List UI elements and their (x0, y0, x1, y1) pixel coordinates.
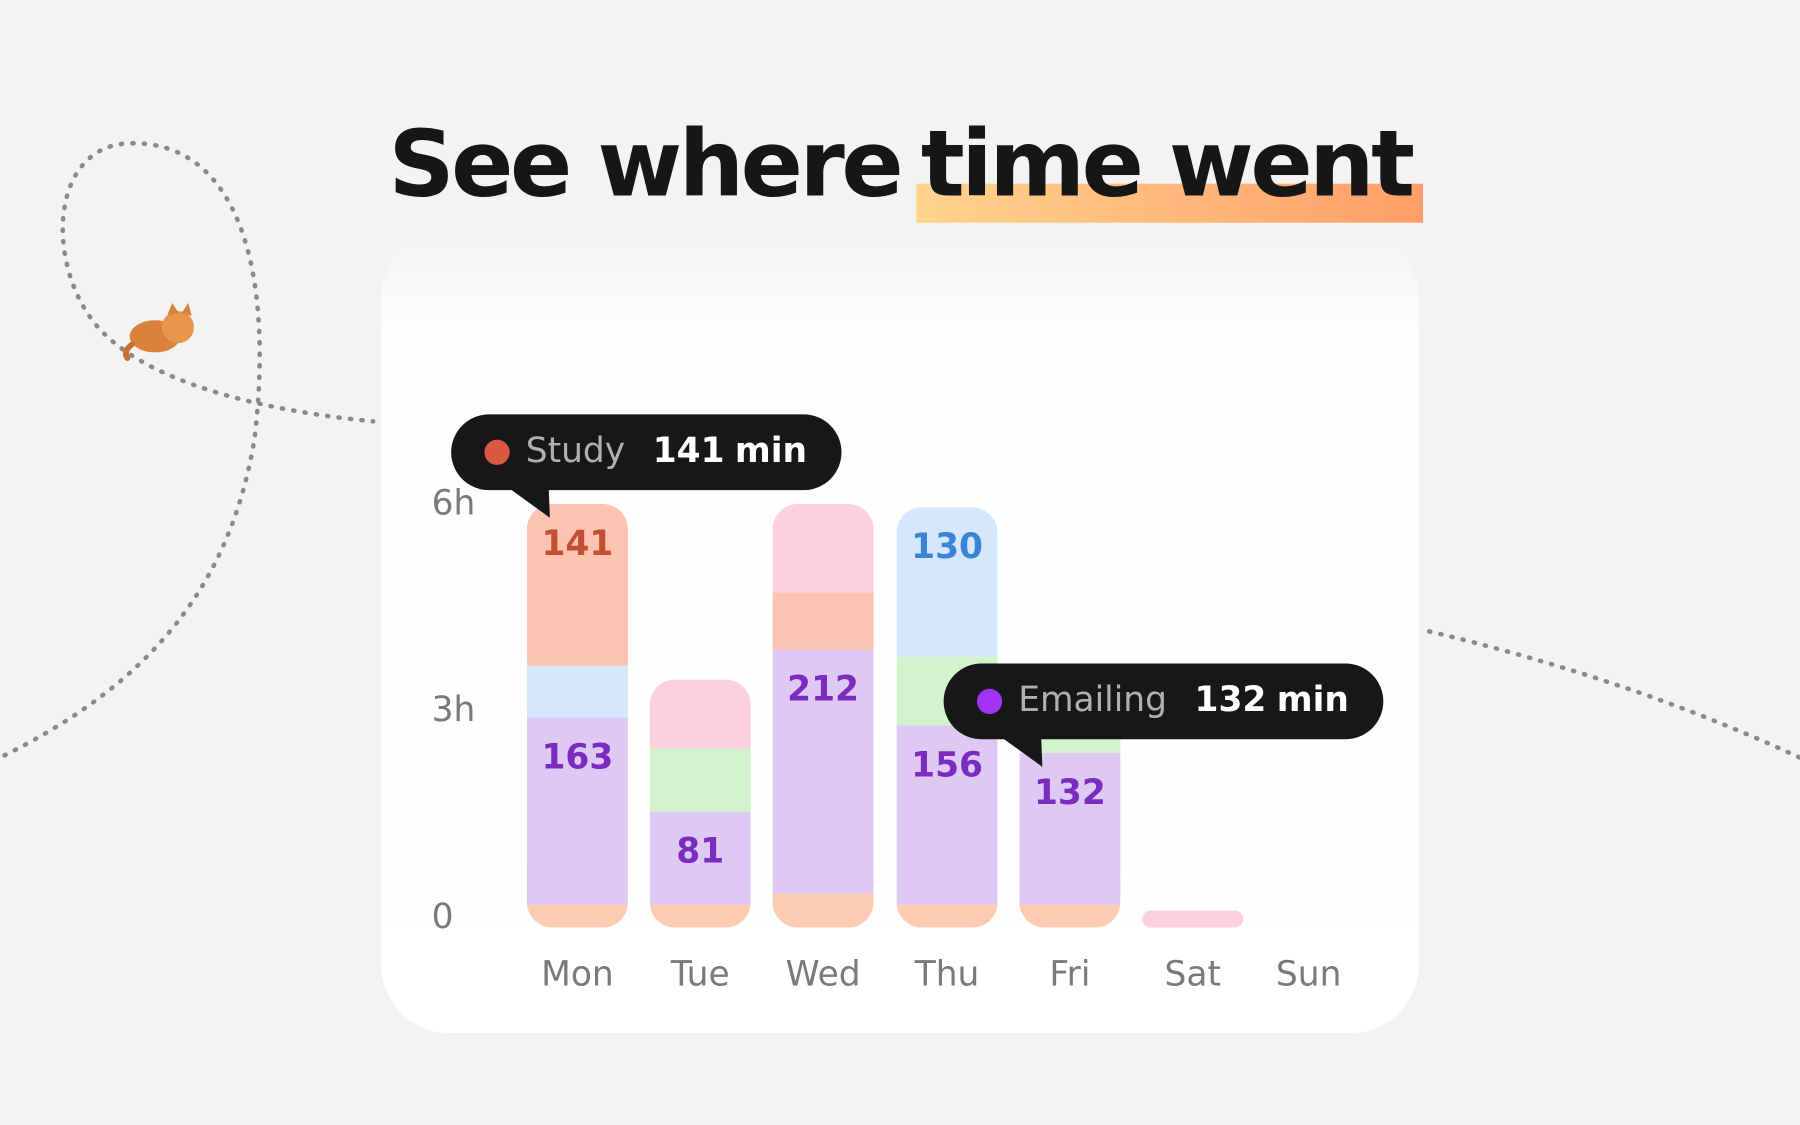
value-label: 163 (541, 737, 613, 777)
tooltip: Emailing 132 min (943, 663, 1384, 767)
bar-segment (772, 592, 874, 650)
tooltip-series: Emailing (1018, 680, 1167, 720)
y-tick-label: 6h (432, 484, 476, 524)
bar-segment (896, 725, 998, 905)
x-tick-label: Mon (541, 954, 614, 994)
plot: 0 3h 6h Mon 163 141 Tue 81 Wed 212 Thu 156 130 Fri 132… (432, 414, 1384, 994)
bar-segment (526, 665, 628, 718)
bar-stack (896, 507, 998, 928)
tooltip-series: Study (526, 431, 625, 471)
x-tick-label: Sat (1165, 954, 1221, 994)
value-label: 81 (676, 831, 724, 871)
tooltip-unit: min (1277, 680, 1349, 720)
bar-segment (772, 649, 874, 894)
tooltip-value: 132 (1195, 680, 1267, 720)
bar-segment (1142, 910, 1244, 928)
x-tick-label: Fri (1049, 954, 1090, 994)
x-tick-label: Tue (670, 954, 730, 994)
title: time went (921, 110, 1413, 217)
value-label: 212 (787, 670, 859, 710)
tooltip-box (943, 663, 1384, 740)
value-label: 132 (1034, 773, 1106, 813)
tooltip-dot (484, 439, 510, 465)
bar-segment (649, 904, 751, 928)
cat-illustration (123, 303, 195, 362)
bar-segment (649, 811, 751, 905)
bar-segment (896, 904, 998, 928)
tooltip: Study 141 min (451, 414, 842, 518)
bar-segment (526, 503, 628, 666)
value-label: 156 (911, 745, 983, 785)
y-tick-label: 3h (432, 690, 476, 730)
value-label: 141 (541, 524, 613, 564)
bar-stack (1142, 910, 1244, 928)
title-highlight (916, 183, 1424, 223)
bar-segment (1019, 753, 1121, 905)
value-label: 130 (911, 527, 983, 567)
bar-segment (1019, 904, 1121, 928)
tooltip-box (451, 414, 842, 491)
x-tick-label: Wed (786, 954, 861, 994)
y-tick-label: 0 (432, 897, 454, 937)
bar-stack (526, 503, 628, 928)
bar-segment (896, 507, 998, 657)
paw-trail (2, 141, 376, 758)
tooltip-unit: min (735, 431, 807, 471)
bar-segment (649, 748, 751, 812)
bar-segment (526, 717, 628, 905)
tooltip-dot (976, 688, 1003, 715)
bar-segment (772, 893, 874, 928)
x-tick-label: Thu (914, 954, 980, 994)
bar-segment (772, 503, 874, 593)
bar-stack (772, 503, 874, 928)
x-tick-label: Sun (1276, 954, 1341, 994)
bar-segment (649, 679, 751, 749)
tooltip-value: 141 (653, 431, 725, 471)
title: See where (388, 110, 900, 217)
bar-stack (649, 679, 751, 928)
bar-segment (526, 904, 628, 928)
